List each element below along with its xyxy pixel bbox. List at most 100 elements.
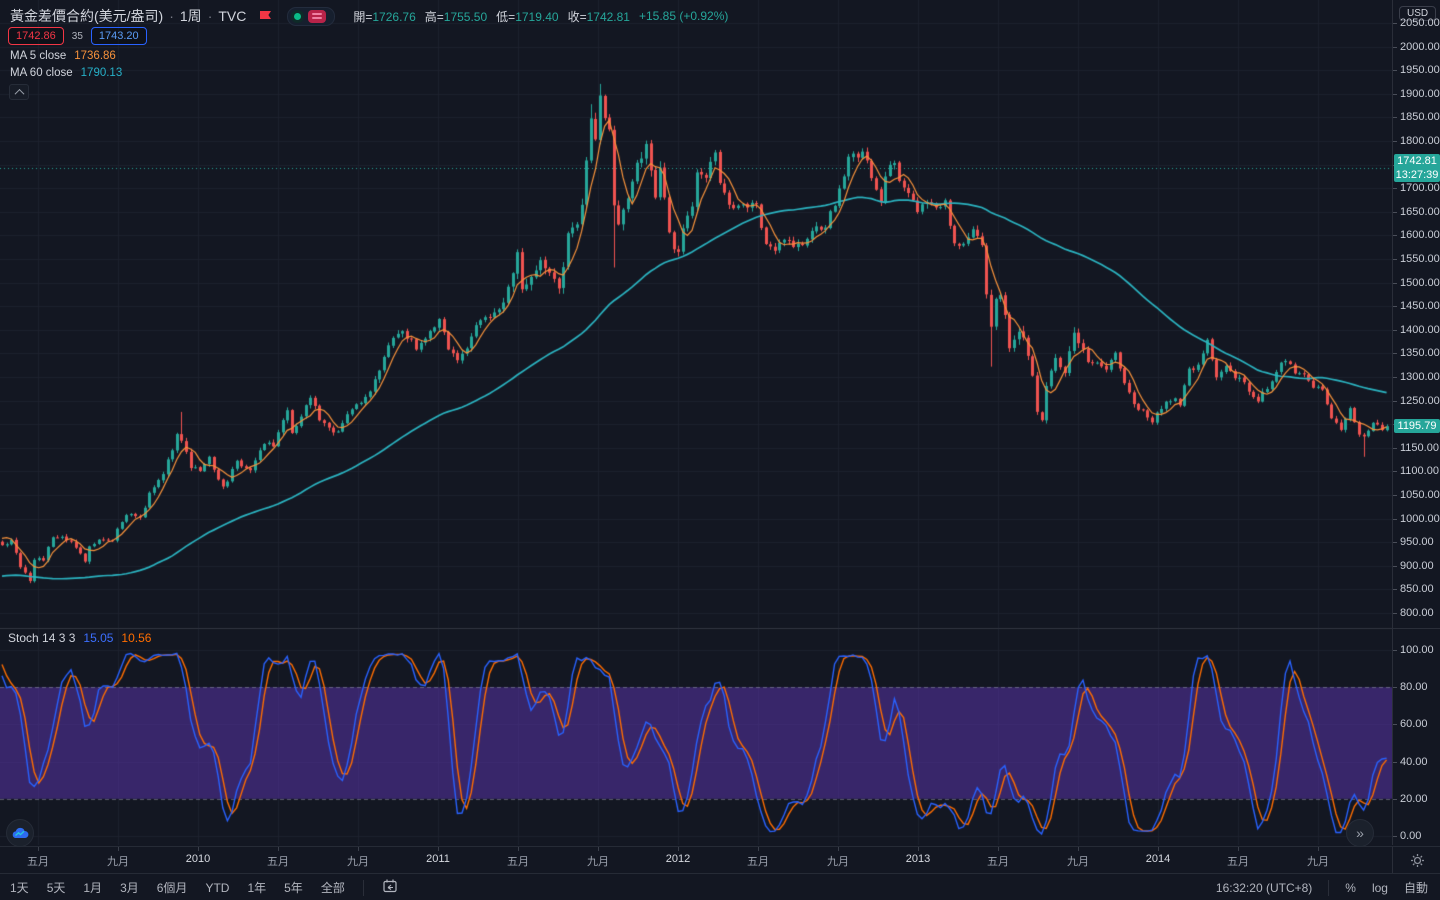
axis-tick [518, 847, 519, 851]
axis-tick [1393, 400, 1397, 402]
stoch-d-value: 10.56 [121, 631, 152, 645]
axis-tick [1158, 847, 1159, 851]
axis-tick [1393, 46, 1397, 48]
price-tick-label: 1800.00 [1400, 135, 1440, 147]
settings-gear-icon[interactable] [1410, 853, 1425, 868]
currency-unit-badge[interactable]: USD [1399, 6, 1437, 21]
range-button-1天[interactable]: 1天 [10, 881, 29, 895]
range-button-1年[interactable]: 1年 [247, 881, 267, 895]
stoch-tick-label: 0.00 [1400, 830, 1422, 842]
price-tick-label: 800.00 [1400, 607, 1434, 619]
axis-tick [1393, 518, 1397, 520]
range-button-1月[interactable]: 1月 [83, 881, 103, 895]
axis-tick [1393, 282, 1397, 284]
axis-tick [1078, 847, 1079, 851]
axis-tick [1393, 306, 1397, 308]
pane-divider[interactable] [0, 628, 1440, 629]
scroll-right-button[interactable]: » [1346, 819, 1374, 847]
time-label-month: 五月 [27, 856, 49, 868]
range-button-5年[interactable]: 5年 [284, 881, 303, 895]
range-button-3月[interactable]: 3月 [120, 881, 139, 895]
market-status-toggle[interactable] [287, 6, 336, 26]
time-label-month: 九月 [1307, 856, 1329, 868]
buy-button[interactable]: 1743.20 [90, 27, 147, 45]
axis-tick [438, 847, 439, 851]
axis-tick [1393, 650, 1397, 651]
range-button-YTD[interactable]: YTD [205, 880, 230, 895]
time-label-year: 2012 [665, 853, 691, 865]
axis-tick [1393, 377, 1397, 378]
sell-button[interactable]: 1742.86 [8, 27, 64, 45]
axis-tick [678, 847, 679, 851]
axis-tick [1393, 724, 1397, 726]
toolbar-button-1[interactable]: log [1371, 880, 1388, 895]
stoch-tick-label: 60.00 [1400, 718, 1428, 731]
axis-tick [1393, 117, 1397, 119]
range-button-全部[interactable]: 全部 [320, 881, 345, 895]
price-tick-label: 2050.00 [1400, 17, 1440, 29]
toolbar-button-0[interactable]: % [1345, 880, 1356, 895]
chevron-up-icon [14, 88, 24, 99]
time-label-month: 五月 [267, 856, 289, 868]
stoch-tick-label: 80.00 [1400, 681, 1428, 694]
series-price-badge: 1195.79 [1394, 419, 1440, 434]
countdown-timer: 13:27:39 [1395, 168, 1439, 181]
high-value: 1755.50 [443, 9, 488, 24]
axis-tick [1393, 141, 1397, 142]
axis-tick [1393, 798, 1397, 800]
ma5-legend[interactable]: MA 5 close 1736.86 [10, 50, 116, 62]
axis-tick [1393, 259, 1397, 260]
axis-tick [1393, 353, 1397, 355]
clock-timezone-button[interactable]: 16:32:20 (UTC+8) [1215, 880, 1313, 895]
price-chart-canvas[interactable] [0, 0, 1392, 845]
spread-value: 35 [71, 30, 83, 42]
axis-tick [278, 847, 279, 851]
axis-tick [1393, 687, 1397, 689]
collapse-legend-button[interactable] [9, 84, 29, 100]
price-tick-label: 1400.00 [1400, 323, 1440, 336]
time-label-month: 九月 [107, 856, 129, 868]
price-tick-label: 1900.00 [1400, 87, 1440, 100]
axis-tick [1393, 836, 1397, 837]
time-label-month: 九月 [347, 856, 369, 868]
price-tick-label: 1650.00 [1400, 205, 1440, 218]
axis-tick [198, 847, 199, 851]
stoch-tick-label: 40.00 [1400, 755, 1428, 768]
axis-tick [998, 847, 999, 851]
symbol-title[interactable]: 黃金差價合約(美元/盎司) [10, 8, 164, 24]
price-tick-label: 1500.00 [1400, 276, 1440, 289]
price-tick-label: 1150.00 [1400, 441, 1439, 454]
toolbar-button-2[interactable]: 自動 [1403, 881, 1428, 895]
stoch-tick-label: 100.00 [1400, 644, 1434, 656]
time-axis[interactable]: 五月 九月 2010 五月 九月 2011 五月 九月 2012 五月 九月 2013 五月 九月 2014… [0, 846, 1392, 874]
range-button-6個月[interactable]: 6個月 [156, 881, 188, 895]
axis-tick [918, 847, 919, 851]
price-tick-label: 1350.00 [1400, 347, 1440, 360]
price-tick-label: 850.00 [1400, 583, 1434, 596]
chart-header: 黃金差價合約(美元/盎司) · 1周 · TVC 開=1726.76 高=175… [10, 6, 728, 26]
axis-tick [1238, 847, 1239, 851]
data-window-icon [308, 9, 327, 23]
axis-tick [358, 847, 359, 851]
price-tick-label: 1950.00 [1400, 64, 1440, 77]
axis-tick [1393, 235, 1397, 237]
watermark-logo-button[interactable] [6, 819, 34, 847]
interval-label[interactable]: 1周 [179, 8, 202, 24]
change-value: +15.85 (+0.92%) [638, 9, 729, 23]
axis-settings-corner[interactable] [1392, 846, 1440, 874]
stoch-legend[interactable]: Stoch 14 3 3 15.05 10.56 [8, 631, 152, 645]
axis-tick [1393, 471, 1397, 473]
axis-tick [1393, 188, 1397, 190]
axis-tick [1393, 447, 1397, 449]
go-to-date-icon[interactable] [382, 878, 398, 897]
open-value: 1726.76 [372, 9, 416, 24]
axis-tick [1393, 542, 1397, 544]
axis-tick [598, 847, 599, 851]
cloud-chart-icon [12, 827, 29, 838]
flag-icon[interactable] [258, 9, 273, 23]
time-label-month: 五月 [747, 856, 769, 868]
ma60-legend[interactable]: MA 60 close 1790.13 [10, 67, 123, 79]
range-button-5天[interactable]: 5天 [46, 881, 66, 895]
price-axis[interactable]: USD 1742.81 13:27:39 1195.79 2050.00 2000… [1392, 0, 1440, 845]
double-chevron-right-icon: » [1356, 825, 1364, 841]
